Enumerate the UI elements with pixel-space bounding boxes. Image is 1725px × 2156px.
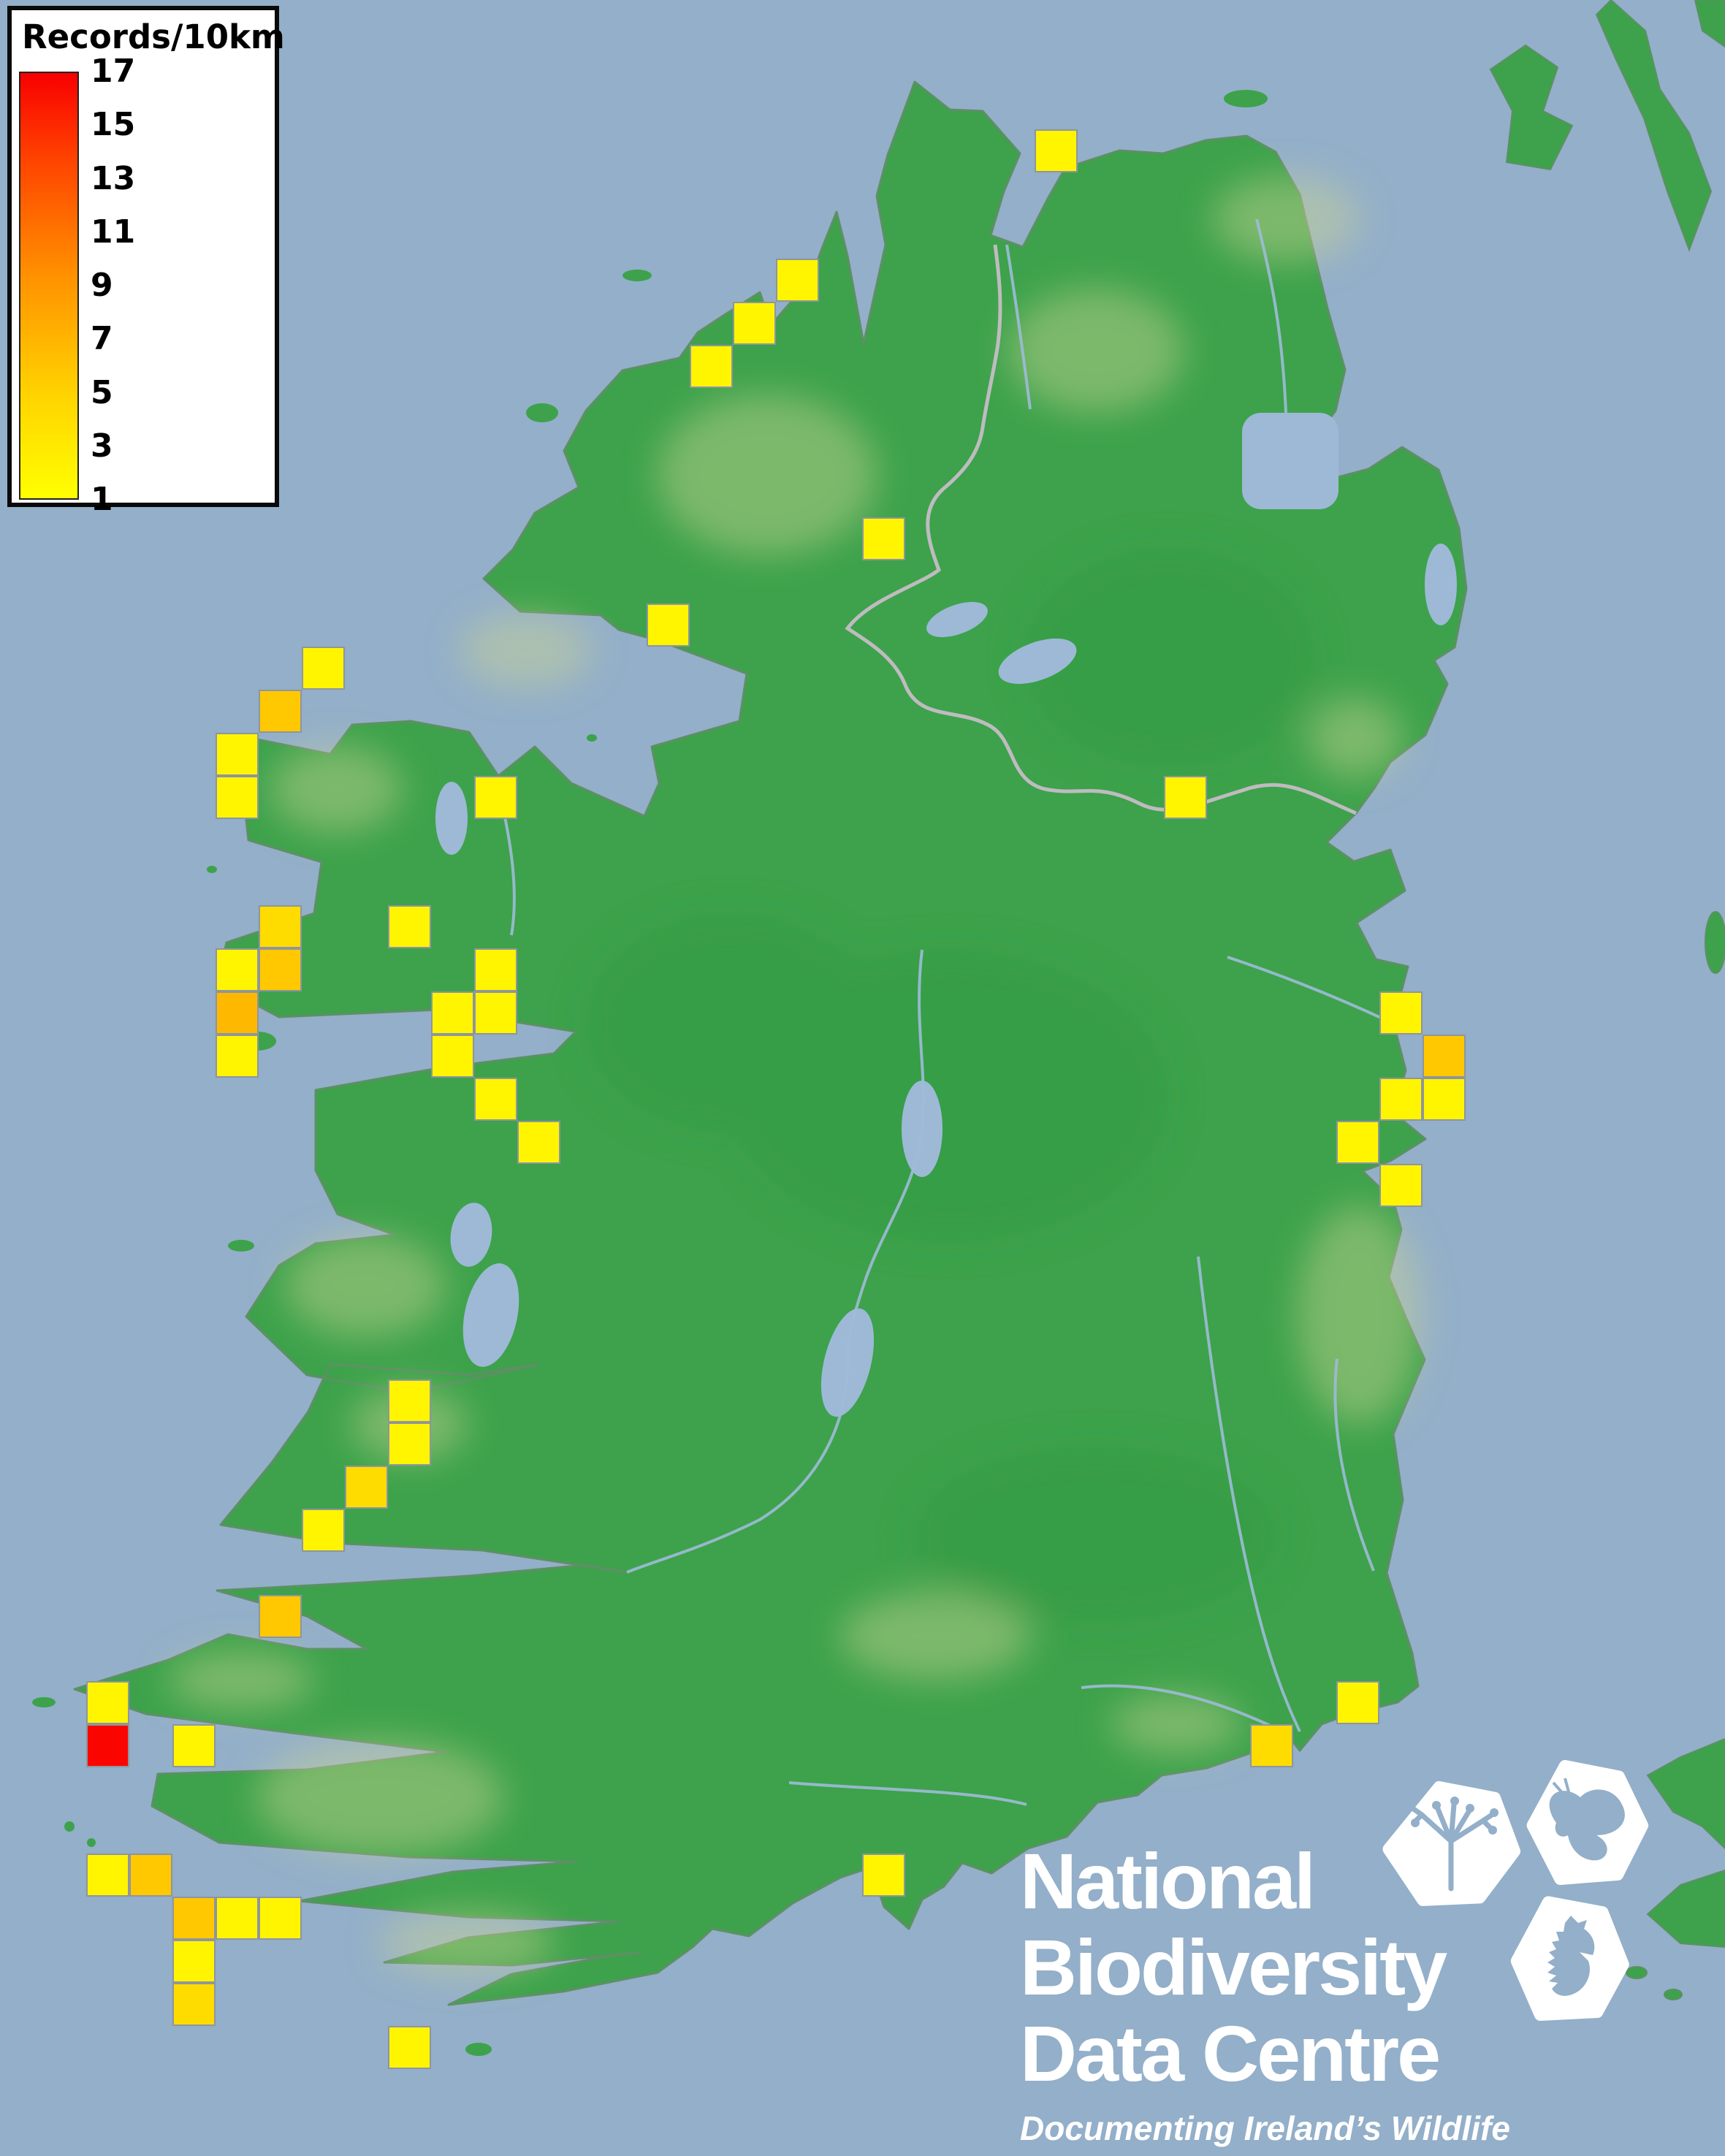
record-cell — [431, 991, 474, 1035]
record-cell — [216, 991, 259, 1035]
record-cell — [862, 517, 905, 560]
record-cell — [1423, 1078, 1466, 1121]
record-cell — [388, 1379, 431, 1422]
record-cell — [388, 1422, 431, 1466]
record-cell — [259, 905, 302, 948]
seahorse-icon — [1510, 1896, 1629, 2021]
nbdc-logo-hexagons — [1382, 1759, 1649, 2021]
legend-tick-label: 9 — [91, 267, 113, 304]
record-cell — [474, 991, 517, 1035]
record-cell — [86, 1724, 129, 1767]
butterfly-icon — [1526, 1759, 1649, 1886]
record-cell — [172, 1897, 216, 1940]
record-cell — [259, 1595, 302, 1638]
record-cell — [1035, 129, 1078, 172]
wales-landmass — [1596, 1737, 1725, 2000]
record-cell — [345, 1466, 388, 1509]
legend-tick-label: 3 — [91, 427, 113, 465]
legend-tick-label: 5 — [91, 373, 113, 411]
legend-gradient-bar — [19, 72, 79, 500]
plant-icon — [1382, 1780, 1521, 1906]
record-cell — [388, 905, 431, 948]
logo-line-3: Data Centre — [1020, 2009, 1441, 2098]
record-cell — [517, 1121, 560, 1164]
record-cell — [733, 302, 776, 345]
legend-tick-label: 7 — [91, 320, 113, 358]
record-cell — [216, 776, 259, 819]
record-cell — [216, 948, 259, 991]
record-cell — [474, 1078, 517, 1121]
record-cell — [474, 948, 517, 991]
record-cell — [172, 1940, 216, 1983]
record-cell — [259, 1897, 302, 1940]
record-cell — [1379, 1164, 1423, 1207]
record-cell — [647, 603, 690, 647]
logo-tagline: Documenting Ireland’s Wildlife — [1020, 2109, 1510, 2147]
record-cell — [302, 1509, 345, 1552]
record-cell — [690, 345, 733, 388]
record-cell — [302, 647, 345, 690]
record-cell — [1423, 1035, 1466, 1078]
record-cell — [862, 1854, 905, 1897]
record-cell — [1336, 1121, 1379, 1164]
legend-tick-label: 17 — [91, 53, 136, 90]
relief-shading — [168, 175, 1421, 1976]
record-cell — [474, 776, 517, 819]
rivers — [495, 218, 1393, 1806]
record-cell — [1336, 1681, 1379, 1724]
record-cell — [1379, 991, 1423, 1035]
record-cell — [1164, 776, 1207, 819]
logo-line-1: National — [1020, 1837, 1316, 1925]
record-cell — [431, 1035, 474, 1078]
legend-tick-label: 1 — [91, 481, 113, 518]
legend-tick-label: 15 — [91, 106, 136, 144]
record-cell — [86, 1681, 129, 1724]
record-cell — [388, 2026, 431, 2069]
record-cell — [129, 1854, 172, 1897]
scotland-landmass — [1489, 0, 1725, 974]
legend-panel: Records/10km 17 15 13 11 9 7 5 3 1 — [7, 6, 285, 518]
record-cell — [216, 1035, 259, 1078]
record-cell — [259, 948, 302, 991]
record-cell — [216, 1897, 259, 1940]
record-cell — [216, 733, 259, 776]
record-cell — [776, 259, 819, 302]
record-cell — [1379, 1078, 1423, 1121]
record-cell — [172, 1983, 216, 2026]
legend-tick-label: 11 — [91, 213, 136, 251]
nbdc-logo: National Biodiversity Data Centre Docume… — [1020, 1838, 1510, 2148]
logo-line-2: Biodiversity — [1020, 1923, 1447, 2011]
record-cell — [172, 1724, 216, 1767]
lakes — [435, 413, 1457, 1417]
record-cell — [1250, 1724, 1293, 1767]
record-cell — [259, 690, 302, 733]
legend-tick-labels: 17 15 13 11 9 7 5 3 1 — [91, 53, 193, 518]
legend-tick-label: 13 — [91, 159, 136, 197]
legend-title: Records/10km — [22, 18, 285, 56]
record-cell — [86, 1854, 129, 1897]
